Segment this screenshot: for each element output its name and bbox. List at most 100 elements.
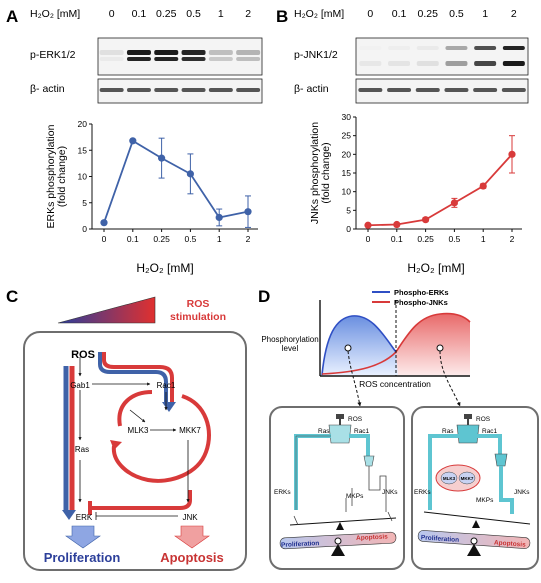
actin-band xyxy=(154,88,179,92)
y-tick-label: 20 xyxy=(342,149,352,159)
box2-balance-beam xyxy=(423,511,531,525)
blot-band xyxy=(126,57,151,61)
blot-band xyxy=(181,50,206,55)
blot-band xyxy=(236,57,261,61)
d-marker-low xyxy=(344,344,352,352)
box1-jnks-label: JNKs xyxy=(382,489,398,496)
actin-band xyxy=(208,88,233,92)
y-tick-label: 0 xyxy=(82,224,87,234)
panel-a-blot-perk xyxy=(97,37,263,76)
panel-b-lane-labels: 0 0.1 0.25 0.5 1 2 xyxy=(367,8,516,20)
lane-label: 0.25 xyxy=(418,8,439,20)
blot-band xyxy=(502,46,525,50)
ros-tank-icon xyxy=(328,424,352,444)
blot-band xyxy=(502,61,525,66)
jnk-feedback-loop xyxy=(111,390,211,483)
x-tick-label: 0.1 xyxy=(391,234,403,244)
data-point xyxy=(129,137,137,145)
blot-band xyxy=(388,61,411,66)
panel-a-bands xyxy=(99,50,261,92)
blot-band xyxy=(154,57,179,61)
box2-mlk-mkk-complex xyxy=(435,464,481,492)
node-gab1: Gab1 xyxy=(70,381,90,390)
panel-c-letter: C xyxy=(6,287,18,306)
jnk-curve-fill xyxy=(396,313,470,375)
y-tick-label: 15 xyxy=(78,145,88,155)
box1-ros-label: ROS xyxy=(348,416,363,423)
box1-fulcrum xyxy=(331,544,345,556)
box1-apoptosis: Apoptosis xyxy=(356,533,388,542)
actin-band xyxy=(126,88,151,92)
node-ros: ROS xyxy=(71,349,95,361)
blot-band xyxy=(416,46,439,50)
jnk-pipe xyxy=(349,434,370,456)
actin-band xyxy=(358,88,383,92)
box1-balance-beam xyxy=(289,517,397,526)
panel-b-bands xyxy=(358,46,526,92)
panel-a-ylabel-line1: ERKs phosphorylation xyxy=(45,124,57,228)
panel-a-ylabel-line2: (fold change) xyxy=(56,146,68,207)
panel-a: A H₂O₂ [mM] 0 0.1 0.25 0.5 1 2 p-ERK1/2 β- ac… xyxy=(6,7,263,275)
x-tick-label: 1 xyxy=(217,234,222,244)
box1-rac1-label: Rac1 xyxy=(354,428,370,435)
d-box-low-frame xyxy=(269,406,405,570)
panel-a-blot-label-perk: p-ERK1/2 xyxy=(30,49,76,61)
x-tick-label: 0.25 xyxy=(417,234,434,244)
actin-band xyxy=(181,88,206,92)
erk-path-arrowhead xyxy=(62,510,76,520)
panel-b-blot-label-actin: β- actin xyxy=(294,83,329,95)
data-point xyxy=(450,199,458,207)
x-tick-label: 0.5 xyxy=(184,234,196,244)
signaling-arrows xyxy=(78,357,190,520)
box2-ros-label: ROS xyxy=(476,416,491,423)
panel-a-chart: 0 5 10 15 20 0 0.1 0.25 0.5 1 2 xyxy=(78,119,258,244)
actin-band xyxy=(99,88,124,92)
data-point xyxy=(100,219,108,227)
y-tick-label: 10 xyxy=(78,172,88,182)
apoptosis-label: Apoptosis xyxy=(160,550,224,565)
box1-mkps-label: MKPs xyxy=(346,493,364,500)
actin-band xyxy=(236,88,261,92)
d-ylabel-line2: level xyxy=(282,344,299,353)
x-tick-label: 1 xyxy=(481,234,486,244)
actin-band xyxy=(387,88,412,92)
box1-ras-label: Ras xyxy=(318,428,330,435)
box2-fulcrum xyxy=(467,544,481,556)
y-tick-label: 10 xyxy=(342,187,352,197)
faucet-icon xyxy=(336,414,344,419)
ros-stimulation-line2: stimulation xyxy=(170,311,226,323)
d-pointer-low xyxy=(347,350,362,407)
series-line xyxy=(103,139,249,223)
jnk-curve xyxy=(321,312,471,375)
data-point xyxy=(186,170,194,178)
blot-band xyxy=(474,61,497,66)
erk-pipe xyxy=(294,434,331,510)
lane-label: 0 xyxy=(109,8,115,20)
y-tick-label: 20 xyxy=(78,119,88,129)
y-tick-label: 25 xyxy=(342,131,352,141)
x-tick-label: 2 xyxy=(510,234,515,244)
x-tick-label: 0.1 xyxy=(127,234,139,244)
series-line xyxy=(367,153,513,227)
panel-b-xlabel: H₂O₂ [mM] xyxy=(407,261,464,275)
x-tick-label: 0.25 xyxy=(153,234,170,244)
lane-label: 1 xyxy=(482,8,488,20)
blot-band xyxy=(99,50,124,55)
box1-proliferation: Proliferation xyxy=(281,540,320,549)
actin-band xyxy=(501,88,526,92)
apoptosis-arrow xyxy=(174,525,210,549)
box2-jnks-label: JNKs xyxy=(514,489,530,496)
box2-mlk3-label: MLK3 xyxy=(443,476,456,481)
panel-b-chart: 0 5 10 15 20 25 30 0 0.1 0.25 0.5 1 2 xyxy=(342,112,522,244)
data-point xyxy=(364,221,372,229)
box2-mkps-label: MKPs xyxy=(476,497,494,504)
data-point xyxy=(393,220,401,229)
box2-apoptosis: Apoptosis xyxy=(494,539,527,548)
lane-label: 2 xyxy=(511,8,517,20)
panel-b-blot-pjnk xyxy=(355,37,529,76)
blot-band xyxy=(208,50,233,55)
actin-band xyxy=(473,88,498,92)
ros-tank-icon-2 xyxy=(456,424,480,444)
data-point xyxy=(215,213,223,222)
erk-curve-fill xyxy=(322,315,398,375)
